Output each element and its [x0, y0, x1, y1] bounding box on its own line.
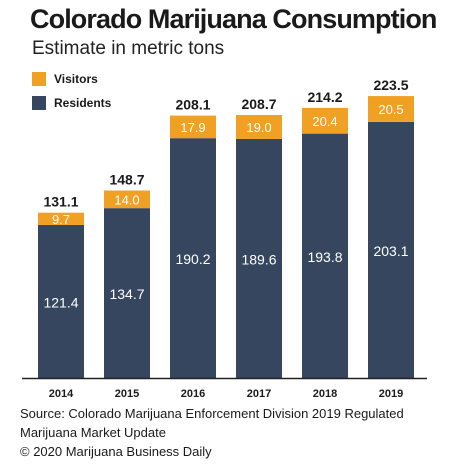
legend-item-visitors: Visitors	[32, 69, 111, 88]
label-residents-2017: 189.6	[241, 251, 276, 267]
label-total-2014: 131.1	[43, 194, 78, 210]
legend-swatch-visitors	[32, 71, 46, 86]
legend-swatch-residents	[32, 95, 46, 110]
legend: Visitors Residents	[32, 69, 111, 117]
chart-subtitle: Estimate in metric tons	[32, 38, 225, 59]
label-total-2016: 208.1	[175, 97, 210, 113]
label-visitors-2015: 14.0	[114, 192, 139, 207]
chart-title: Colorado Marijuana Consumption	[30, 4, 437, 34]
x-tick-2014: 2014	[49, 388, 74, 400]
legend-label-residents: Residents	[54, 95, 112, 110]
label-residents-2018: 193.8	[307, 249, 342, 265]
source-note: Source: Colorado Marijuana Enforcement D…	[20, 404, 440, 461]
bar-residents-2019	[368, 121, 414, 378]
label-visitors-2018: 20.4	[312, 114, 337, 129]
bar-visitors-2014	[38, 212, 84, 225]
x-tick-2016: 2016	[181, 388, 205, 400]
bar-visitors-2017	[236, 114, 282, 139]
bar-residents-2015	[104, 208, 150, 378]
bar-chart: 121.4 9.7 131.1 2014 134.7 14.0 148.7 2015 190.2…	[22, 77, 427, 400]
bar-visitors-2016	[170, 115, 216, 139]
x-tick-2019: 2019	[379, 388, 403, 400]
label-total-2019: 223.5	[373, 77, 408, 93]
x-tick-2017: 2017	[247, 388, 271, 400]
label-visitors-2016: 17.9	[180, 120, 205, 135]
label-residents-2016: 190.2	[175, 251, 210, 267]
label-total-2015: 148.7	[109, 172, 144, 188]
bar-residents-2014	[38, 224, 84, 378]
label-total-2017: 208.7	[241, 96, 276, 112]
label-visitors-2017: 19.0	[246, 120, 271, 135]
source-line-1: Source: Colorado Marijuana Enforcement D…	[20, 406, 404, 421]
label-residents-2019: 203.1	[373, 243, 408, 259]
label-total-2018: 214.2	[307, 89, 342, 105]
bar-residents-2018	[302, 133, 348, 378]
x-tick-2018: 2018	[313, 388, 337, 400]
bar-residents-2016	[170, 138, 216, 378]
source-line-2: Marijuana Market Update	[20, 425, 166, 440]
copyright-line: © 2020 Marijuana Business Daily	[20, 444, 212, 459]
bar-visitors-2015	[104, 190, 150, 209]
label-visitors-2019: 20.5	[378, 102, 403, 117]
bar-visitors-2019	[368, 96, 414, 122]
label-residents-2015: 134.7	[109, 286, 144, 302]
label-visitors-2014: 9.7	[52, 212, 70, 227]
legend-item-residents: Residents	[32, 93, 111, 112]
bar-visitors-2018	[302, 107, 348, 134]
legend-label-visitors: Visitors	[54, 71, 98, 86]
label-residents-2014: 121.4	[43, 294, 78, 310]
x-tick-2015: 2015	[115, 388, 139, 400]
bar-residents-2017	[236, 138, 282, 378]
